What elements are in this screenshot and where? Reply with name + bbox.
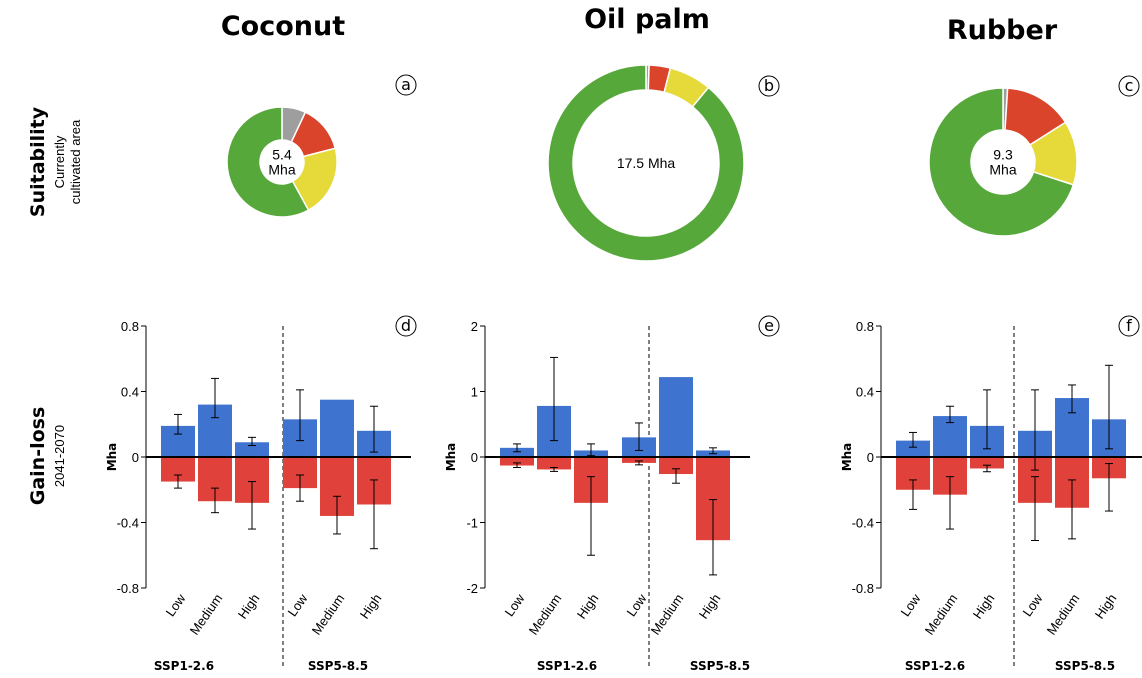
loss-bar: [500, 457, 534, 466]
y-tick-label-d: 0.8: [121, 319, 139, 334]
category-label: Medium: [187, 591, 226, 637]
y-tick-label-d: -0.4: [117, 516, 139, 531]
category-label: Low: [162, 591, 188, 620]
category-label: High: [1092, 591, 1120, 622]
y-axis-label-e: Mha: [444, 443, 458, 472]
gain-loss-title: Gain-loss: [27, 407, 49, 506]
scenario-label: SSP1-2.6: [154, 659, 214, 673]
category-label: Low: [897, 591, 923, 620]
category-label: Low: [284, 591, 310, 620]
panel-label-circle-b: [758, 75, 780, 97]
y-tick-label-f: 0: [867, 450, 874, 465]
loss-bar: [970, 457, 1004, 469]
loss-bar: [659, 457, 693, 475]
donut-c-slice-3: [928, 87, 1075, 237]
panel-label-circle-f: [1118, 315, 1140, 337]
panel-label-circle-d: [395, 315, 417, 337]
category-label: Low: [1019, 591, 1045, 620]
donut-b-slice-3: [547, 64, 745, 262]
panel-label-f: f: [1126, 316, 1132, 335]
scenario-label: SSP1-2.6: [905, 659, 965, 673]
crop-title-oil-palm: Oil palm: [584, 4, 710, 35]
category-label: Medium: [526, 591, 565, 637]
panel-label-d: d: [401, 316, 411, 335]
donut-a-slice-3: [226, 106, 310, 218]
y-tick-label-e: -1: [466, 516, 478, 531]
y-tick-label-f: 0.4: [856, 385, 874, 400]
suitability-title: Suitability: [27, 106, 49, 217]
scenario-label: SSP5-8.5: [308, 659, 368, 673]
donut-b-center-label: 17.5 Mha: [617, 155, 676, 171]
panel-label-circle-a: [395, 74, 417, 96]
y-axis-label-f: Mha: [840, 443, 854, 472]
crop-title-coconut: Coconut: [221, 11, 345, 42]
gain-bar: [896, 440, 930, 457]
category-label: High: [574, 591, 602, 622]
donut-c-center-label: Mha: [989, 162, 1016, 178]
crop-title-rubber: Rubber: [947, 15, 1058, 46]
panel-label-c: c: [1125, 76, 1134, 95]
category-label: High: [696, 591, 724, 622]
panel-label-circle-c: [1118, 75, 1140, 97]
y-tick-label-e: -2: [466, 581, 478, 596]
category-label: Medium: [1044, 591, 1083, 637]
category-label: Medium: [648, 591, 687, 637]
panel-label-a: a: [401, 75, 411, 94]
y-tick-label-d: 0: [132, 450, 139, 465]
y-tick-label-d: 0.4: [121, 385, 139, 400]
donut-c-center-label: 9.3: [993, 147, 1013, 163]
y-tick-label-f: 0.8: [856, 319, 874, 334]
category-label: Medium: [309, 591, 348, 637]
gain-bar: [320, 399, 354, 457]
row-label-gain-loss: Gain-loss 2041-2070: [27, 407, 67, 506]
category-label: High: [357, 591, 385, 622]
category-label: Medium: [922, 591, 961, 637]
gain-bar: [235, 442, 269, 457]
suitability-sub-line1: Currently: [52, 135, 67, 188]
loss-bar: [537, 457, 571, 470]
y-tick-label-e: 1: [471, 385, 478, 400]
panel-label-e: e: [764, 316, 774, 335]
scenario-label: SSP1-2.6: [537, 659, 597, 673]
gain-bar: [500, 447, 534, 457]
y-axis-label-d: Mha: [105, 443, 119, 472]
category-label: High: [970, 591, 998, 622]
category-label: Low: [623, 591, 649, 620]
category-label: Low: [501, 591, 527, 620]
gain-bar: [659, 377, 693, 457]
y-tick-label-d: -0.8: [117, 581, 139, 596]
y-tick-label-e: 2: [471, 319, 478, 334]
y-tick-label-e: 0: [471, 450, 478, 465]
donut-b: 17.5 Mha b: [547, 64, 780, 262]
donut-a-center-label: 5.4: [272, 147, 292, 163]
scenario-label: SSP5-8.5: [1055, 659, 1115, 673]
y-tick-label-f: -0.4: [852, 516, 874, 531]
gain-loss-sub: 2041-2070: [52, 425, 67, 487]
donut-a-center-label: Mha: [268, 162, 295, 178]
panel-label-b: b: [764, 76, 774, 95]
suitability-sub-line2: cultivated area: [68, 119, 83, 204]
scenario-label: SSP5-8.5: [690, 659, 750, 673]
loss-bar: [622, 457, 656, 463]
category-label: High: [235, 591, 263, 622]
y-tick-label-f: -0.8: [852, 581, 874, 596]
panel-label-circle-e: [758, 315, 780, 337]
row-label-suitability: Suitability Currently cultivated area: [27, 106, 83, 217]
